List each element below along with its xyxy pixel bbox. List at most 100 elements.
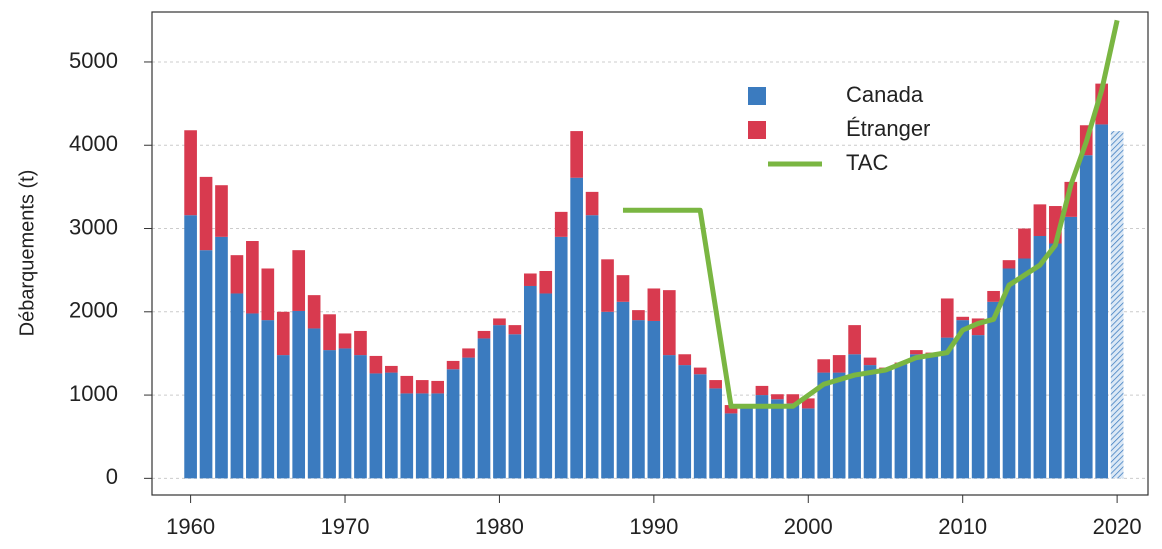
bar: [276, 311, 290, 356]
bar: [693, 367, 707, 375]
bar: [709, 380, 722, 389]
bar: [230, 293, 244, 479]
bar: [956, 316, 970, 321]
bar: [971, 335, 985, 479]
bar: [493, 325, 506, 479]
bar: [693, 374, 707, 479]
bar: [184, 130, 197, 216]
y-tick-label: 3000: [69, 214, 118, 239]
bar: [832, 372, 846, 479]
bar: [554, 236, 568, 479]
bar: [230, 255, 244, 294]
bar: [462, 348, 475, 358]
bar: [786, 403, 800, 479]
y-axis-label: Débarquements (t): [16, 170, 38, 337]
bar: [292, 310, 306, 479]
legend-label: Canada: [846, 82, 924, 107]
bar: [632, 320, 645, 479]
bar: [539, 270, 553, 294]
bar: [1018, 228, 1031, 259]
bar: [477, 338, 491, 479]
bar: [338, 333, 352, 349]
legend-label: Étranger: [846, 116, 930, 141]
bar: [554, 211, 568, 237]
bar: [616, 301, 630, 479]
bar: [570, 131, 583, 178]
bar: [1095, 124, 1109, 479]
bar: [647, 288, 661, 321]
bar: [755, 395, 769, 479]
bar: [987, 290, 1000, 302]
y-tick-label: 1000: [69, 381, 118, 406]
bar: [415, 393, 429, 479]
bar: [863, 357, 877, 366]
bar: [431, 380, 445, 394]
bar: [601, 259, 614, 312]
bar: [307, 295, 321, 329]
bar: [369, 355, 383, 374]
bar: [801, 408, 815, 479]
bar: [1079, 155, 1093, 479]
bar: [199, 176, 213, 251]
bar: [323, 350, 336, 479]
bar: [1033, 236, 1047, 479]
bar: [307, 328, 321, 479]
bar: [585, 215, 599, 479]
bar: [199, 250, 213, 479]
bar: [940, 337, 954, 479]
bar: [400, 375, 414, 394]
y-tick-label: 5000: [69, 48, 118, 73]
bar: [894, 364, 908, 479]
bar: [215, 185, 228, 237]
bar: [246, 313, 259, 479]
bar: [446, 369, 460, 479]
bar: [354, 355, 367, 479]
bar: [323, 314, 336, 351]
bar: [863, 365, 877, 479]
tac-line: [622, 19, 1120, 409]
bar: [338, 348, 352, 479]
bar: [724, 405, 738, 414]
bar: [740, 405, 753, 479]
x-tick-label: 1980: [475, 514, 524, 539]
bar: [523, 273, 537, 286]
bar: [647, 320, 661, 479]
bar: [832, 355, 846, 373]
x-tick-label: 2010: [938, 514, 987, 539]
bar: [184, 215, 197, 479]
bar: [1002, 268, 1016, 479]
bar: [1033, 204, 1047, 237]
plot-frame: [151, 11, 1149, 496]
bar: [755, 385, 769, 396]
bar: [446, 360, 460, 370]
bar: [848, 354, 861, 479]
bar: [246, 241, 259, 314]
legend-swatch: [748, 87, 766, 105]
bar: [678, 354, 692, 366]
bar: [817, 372, 831, 479]
bar: [879, 370, 892, 479]
bar: [662, 355, 676, 479]
bar: [1064, 216, 1078, 479]
bar: [786, 394, 800, 404]
bar: [415, 380, 429, 394]
legend-label: TAC: [846, 150, 888, 175]
bar: [508, 334, 522, 479]
bar: [1110, 131, 1124, 479]
y-tick-label: 4000: [69, 131, 118, 156]
bar: [817, 359, 831, 373]
y-tick-label: 0: [106, 464, 118, 489]
bar: [771, 399, 784, 479]
bar: [616, 275, 630, 302]
bar: [215, 236, 228, 479]
bar: [462, 357, 475, 479]
bar: [925, 355, 939, 479]
bar: [940, 298, 954, 338]
bar: [987, 301, 1000, 479]
bar: [1049, 243, 1062, 479]
bar: [431, 393, 445, 479]
y-tick-label: 2000: [69, 298, 118, 323]
bar: [1002, 260, 1016, 269]
bar: [292, 250, 306, 311]
